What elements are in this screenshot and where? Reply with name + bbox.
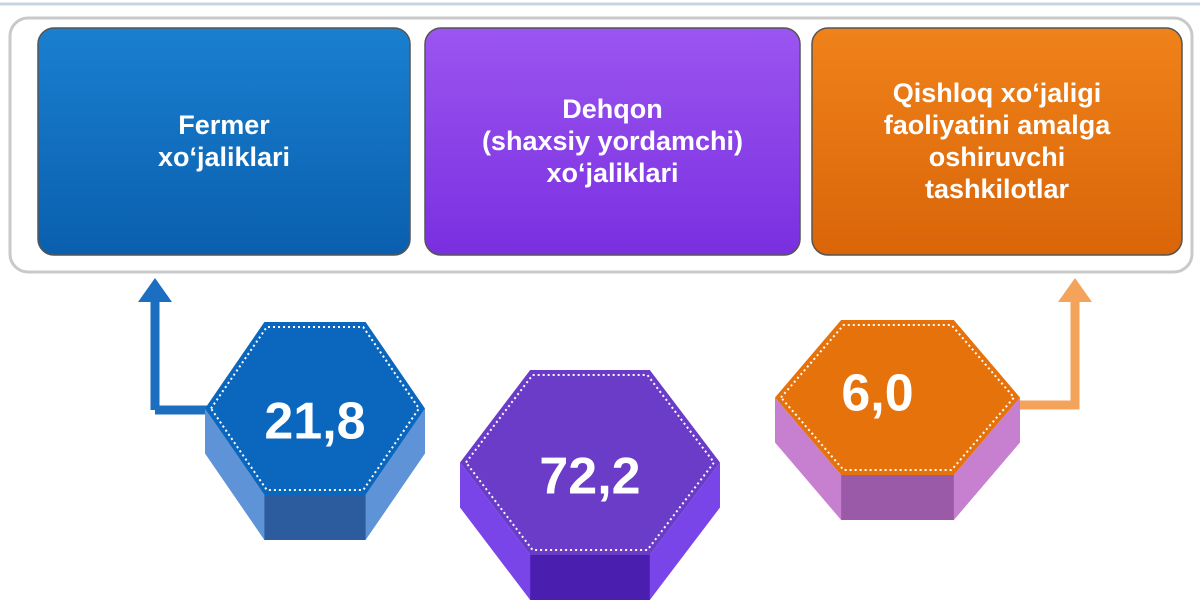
hex xyxy=(775,320,1020,475)
hex-base xyxy=(264,495,366,540)
hex-extrusion xyxy=(205,408,425,540)
box-label: (shaxsiy yordamchi) xyxy=(482,126,743,156)
box-label: xo‘jaliklari xyxy=(546,158,678,188)
arrow-head xyxy=(1058,278,1092,302)
category-box xyxy=(424,27,801,256)
arrow xyxy=(1015,300,1080,410)
category-box xyxy=(811,27,1183,256)
box-label: Qishloq xo‘jaligi xyxy=(893,78,1102,108)
value: 6,0 xyxy=(841,365,913,423)
hex xyxy=(460,370,720,555)
box-label: Dehqon xyxy=(562,94,663,124)
hex-outline xyxy=(779,324,1016,471)
box-label: xo‘jaliklari xyxy=(158,142,290,172)
arrow xyxy=(150,300,210,415)
box-label: oshiruvchi xyxy=(929,142,1066,172)
hex xyxy=(205,322,425,495)
category-box xyxy=(37,27,411,256)
value: 72,2 xyxy=(539,448,640,506)
hex-base xyxy=(841,475,954,520)
box-label: tashkilotlar xyxy=(925,174,1070,204)
arrow-head xyxy=(138,278,172,302)
hex-base xyxy=(530,555,650,600)
box-label: Fermer xyxy=(178,110,270,140)
hex-extrusion xyxy=(775,397,1020,520)
hex-extrusion xyxy=(460,462,720,600)
box-label: faoliyatini amalga xyxy=(884,110,1112,140)
value: 21,8 xyxy=(264,393,365,451)
